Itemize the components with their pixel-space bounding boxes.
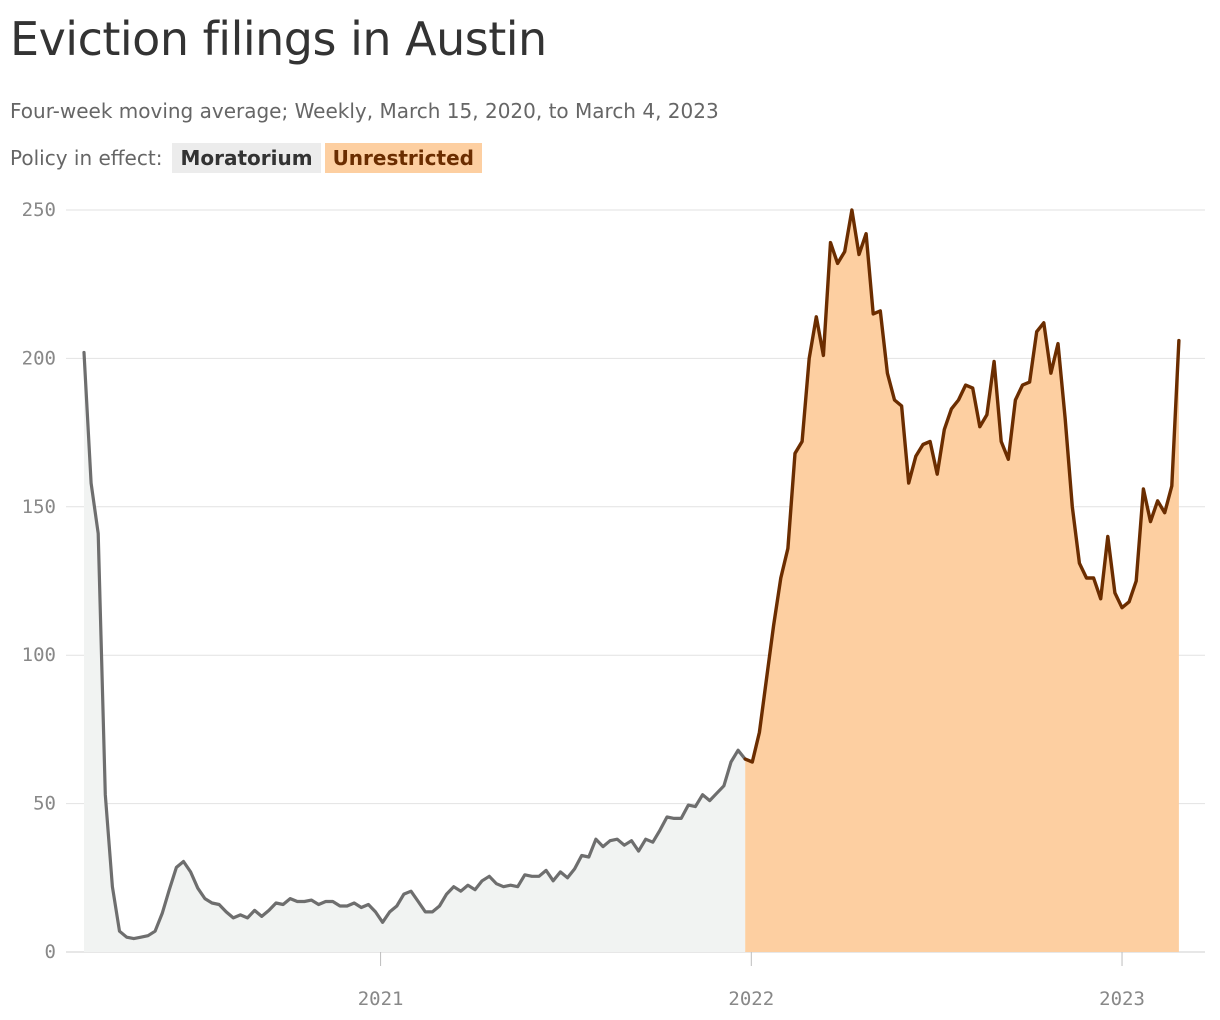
unrestricted-line [743,208,1181,764]
y-tick-label: 250 [22,199,56,221]
y-tick-label: 0 [45,941,56,963]
legend-unrestricted: Unrestricted [324,143,482,173]
chart-title: Eviction filings in Austin [10,12,547,66]
chart-subtitle: Four-week moving average; Weekly, March … [10,99,719,123]
y-tick-label: 150 [22,496,56,518]
unrestricted-area [745,210,1179,952]
y-tick-label: 100 [22,644,56,666]
x-tick-label: 2021 [358,988,404,1010]
moratorium-line [82,350,747,941]
x-tick-label: 2022 [728,988,774,1010]
x-tick-label: 2023 [1099,988,1145,1010]
moratorium-area [84,352,746,952]
legend: Policy in effect: Moratorium Unrestricte… [10,141,482,175]
legend-label: Policy in effect: [10,146,163,170]
y-tick-label: 50 [33,793,56,815]
y-tick-label: 200 [22,347,56,369]
legend-moratorium: Moratorium [172,143,321,173]
